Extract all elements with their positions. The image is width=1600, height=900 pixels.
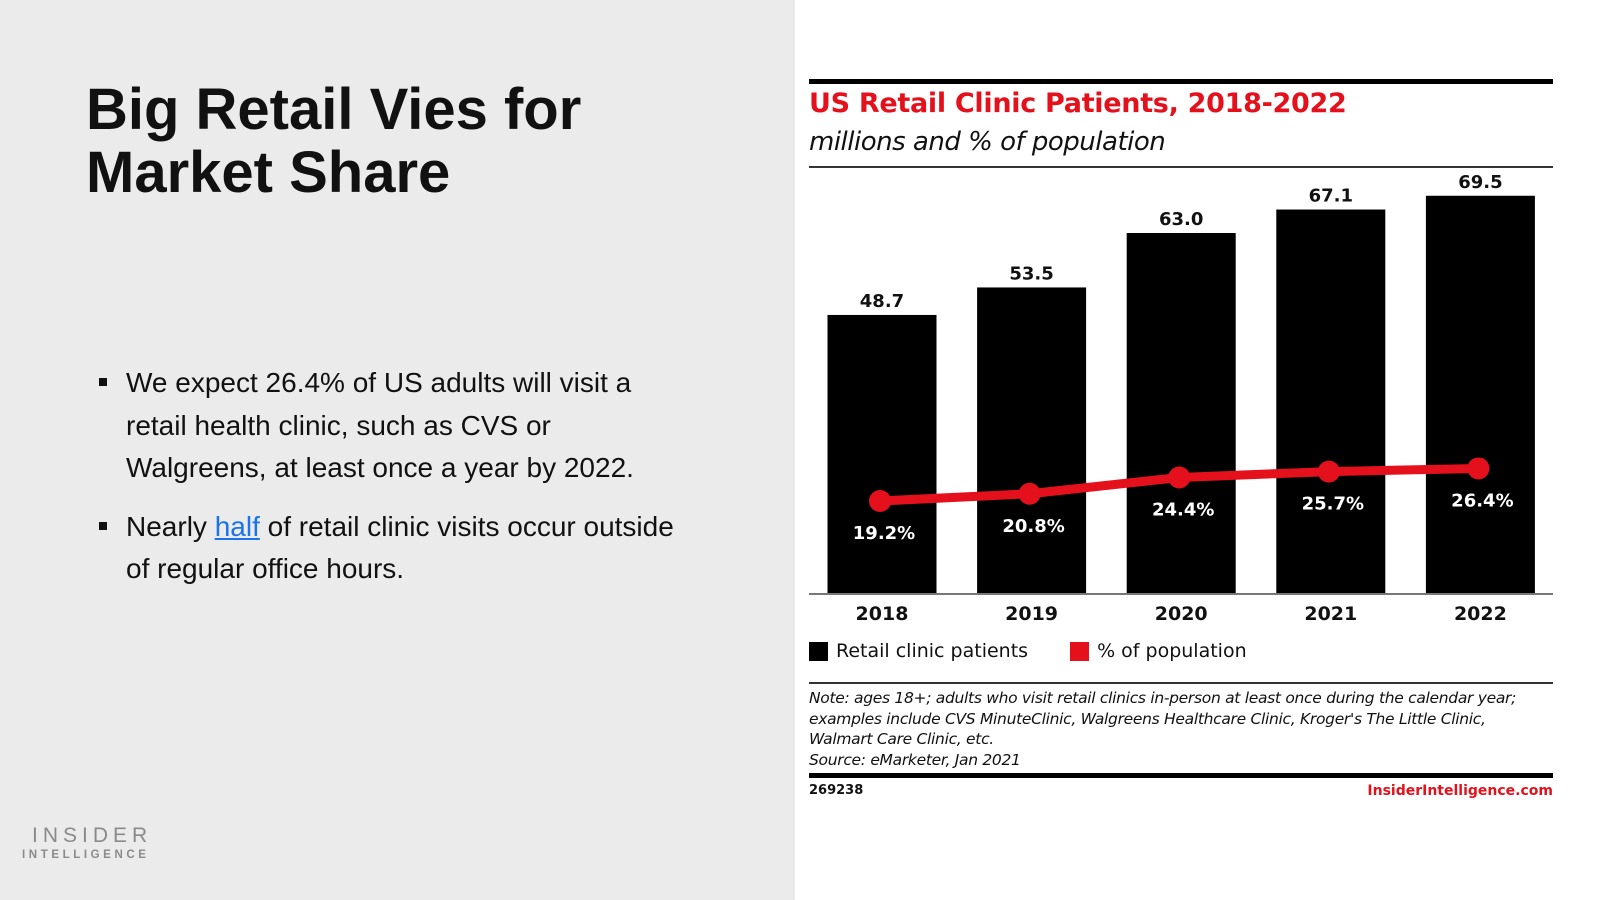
chart-subtitle: millions and % of population	[809, 127, 1166, 157]
bar-2019	[977, 287, 1087, 594]
chart-top-rule	[809, 79, 1553, 84]
source-text: Source: eMarketer, Jan 2021	[809, 750, 1021, 769]
chart-legend: Retail clinic patients % of population	[809, 640, 1289, 662]
chart-id: 269238	[809, 783, 864, 798]
bullet-text-before: Nearly	[126, 510, 215, 542]
legend-label: % of population	[1097, 640, 1247, 662]
x-tick-label: 2018	[856, 603, 909, 625]
population-value-label: 25.7%	[1302, 494, 1364, 515]
population-value-label: 26.4%	[1451, 490, 1513, 511]
logo-bottom-text: INTELLIGENCE	[22, 849, 150, 861]
bar-2022	[1425, 195, 1535, 594]
chart-note: Note: ages 18+; adults who visit retail …	[809, 688, 1553, 770]
population-point-2018	[869, 490, 891, 512]
legend-swatch-black	[809, 641, 828, 661]
population-point-2019	[1018, 482, 1041, 505]
bar-value-label: 53.5	[1009, 263, 1053, 284]
legend-item-patients: Retail clinic patients	[809, 640, 1028, 662]
half-link[interactable]: half	[214, 510, 260, 542]
bullet-square-icon	[99, 378, 107, 386]
insider-intelligence-logo: INSIDER INTELLIGENCE	[22, 824, 152, 862]
bar-value-label: 63.0	[1159, 209, 1203, 230]
bar-2021	[1276, 209, 1386, 594]
bullet-list: We expect 26.4% of US adults will visit …	[96, 362, 696, 607]
x-tick-label: 2021	[1304, 603, 1357, 625]
bullet-item: Nearly half of retail clinic visits occu…	[96, 506, 696, 591]
bar-2018	[827, 314, 937, 594]
bar-2020	[1126, 233, 1236, 594]
legend-label: Retail clinic patients	[836, 640, 1029, 662]
logo-top-text: INSIDER	[32, 824, 153, 847]
slide-text-panel: Big Retail Vies for Market Share We expe…	[0, 0, 795, 900]
bullet-text-after: of retail clinic visits occur outside of…	[126, 510, 674, 585]
bullet-text: We expect 26.4% of US adults will visit …	[126, 367, 634, 483]
bar-value-label: 48.7	[860, 291, 904, 312]
population-point-2022	[1467, 457, 1490, 480]
chart-header-rule	[809, 166, 1553, 168]
note-top-rule	[809, 682, 1553, 684]
population-point-2021	[1317, 460, 1340, 483]
population-value-label: 24.4%	[1152, 499, 1214, 520]
slide-title: Big Retail Vies for Market Share	[86, 77, 582, 205]
population-value-label: 19.2%	[853, 523, 915, 544]
bullet-item: We expect 26.4% of US adults will visit …	[96, 362, 696, 490]
population-point-2020	[1168, 466, 1191, 489]
bullet-square-icon	[99, 521, 107, 530]
chart-brand-link[interactable]: InsiderIntelligence.com	[1367, 783, 1553, 799]
legend-swatch-red	[1070, 641, 1090, 661]
bar-value-label: 67.1	[1309, 186, 1353, 207]
chart-title: US Retail Clinic Patients, 2018-2022	[809, 88, 1347, 119]
chart-bottom-rule	[809, 773, 1553, 778]
population-value-label: 20.8%	[1002, 516, 1064, 537]
bar-value-label: 69.5	[1458, 172, 1502, 193]
legend-item-population: % of population	[1070, 640, 1247, 662]
note-text: Note: ages 18+; adults who visit retail …	[809, 689, 1517, 748]
x-tick-label: 2020	[1155, 603, 1208, 625]
x-tick-label: 2022	[1454, 603, 1507, 625]
x-tick-label: 2019	[1005, 603, 1058, 625]
